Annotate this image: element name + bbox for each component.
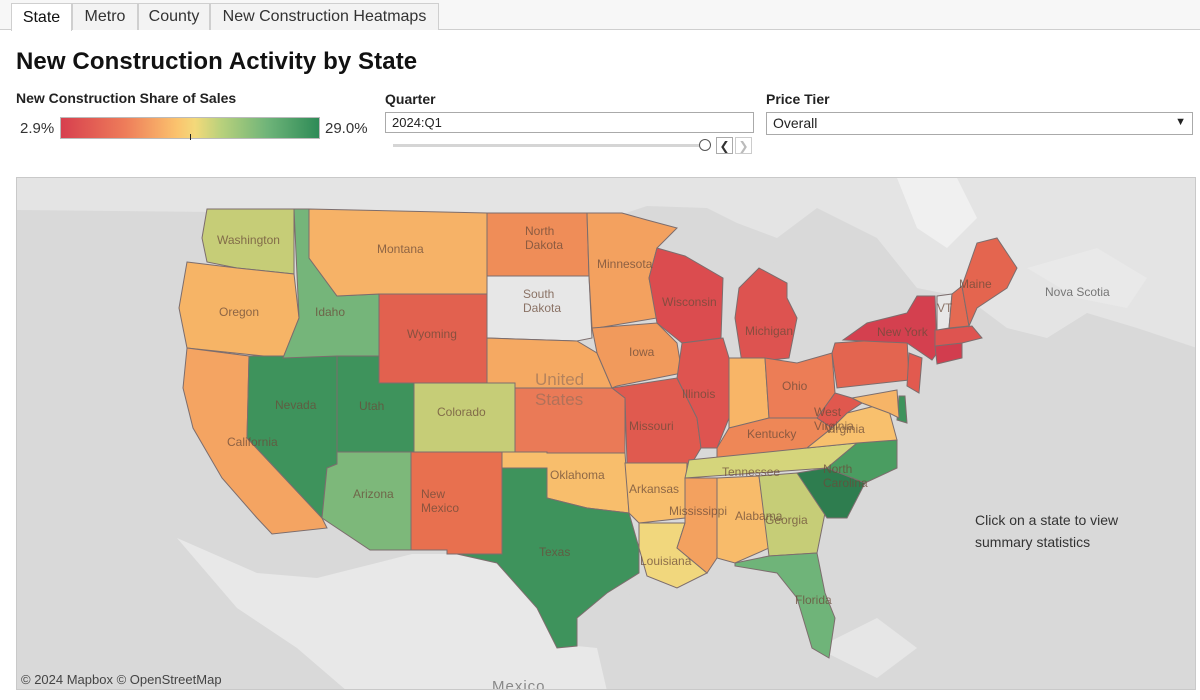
tab-county[interactable]: County <box>138 3 210 30</box>
chevron-right-icon: ❯ <box>738 138 749 153</box>
state-label-arizona: Arizona <box>353 487 394 501</box>
quarter-slider-track[interactable] <box>393 144 707 147</box>
tab-new-construction-heatmaps[interactable]: New Construction Heatmaps <box>210 3 439 30</box>
state-label-arkansas: Arkansas <box>629 482 679 496</box>
state-label-texas: Texas <box>539 545 570 559</box>
quarter-slider-thumb[interactable] <box>699 139 711 151</box>
state-label-north-carolina: North Carolina <box>823 462 868 490</box>
state-label-iowa: Iowa <box>629 345 655 359</box>
legend-min: 2.9% <box>20 120 55 137</box>
lake-superior <box>657 223 787 268</box>
click-instruction: Click on a state to view summary statist… <box>975 512 1119 550</box>
legend-max: 29.0% <box>325 120 368 137</box>
canada-water <box>897 178 977 248</box>
quarter-label: Quarter <box>385 91 436 107</box>
state-alabama[interactable] <box>716 475 770 564</box>
page-title: New Construction Activity by State <box>16 48 418 75</box>
state-label-michigan: Michigan <box>745 324 793 338</box>
state-labels: Washington Oregon California Nevada Idah… <box>217 224 992 607</box>
gulf-water <box>617 568 837 689</box>
maritime-land <box>1027 248 1147 308</box>
state-north-carolina[interactable] <box>826 439 898 484</box>
state-label-new-york: New York <box>877 325 929 339</box>
state-label-west-virginia: West Virginia <box>814 405 854 433</box>
state-georgia[interactable] <box>758 472 828 557</box>
state-florida[interactable] <box>734 552 836 659</box>
state-label-oklahoma: Oklahoma <box>550 468 605 482</box>
state-label-oregon: Oregon <box>219 305 259 319</box>
state-label-utah: Utah <box>359 399 384 413</box>
lake-michigan <box>721 268 739 358</box>
state-label-kentucky: Kentucky <box>747 427 796 441</box>
legend-marker <box>190 134 191 140</box>
price-tier-value: Overall <box>773 115 818 131</box>
states-layer <box>178 208 1018 659</box>
nova-scotia-label: Nova Scotia <box>1045 285 1110 299</box>
state-arizona[interactable] <box>321 451 412 551</box>
state-michigan[interactable] <box>734 267 798 364</box>
map-canvas: Washington Oregon California Nevada Idah… <box>17 178 1195 689</box>
state-label-north-dakota: North Dakota <box>525 224 563 252</box>
state-label-washington: Washington <box>217 233 280 247</box>
quarter-input[interactable]: 2024:Q1 <box>385 112 754 133</box>
caret-down-icon: ▼ <box>1175 116 1186 128</box>
tab-bar: State Metro County New Construction Heat… <box>0 0 1200 31</box>
state-south-dakota[interactable] <box>486 275 593 342</box>
state-label-nevada: Nevada <box>275 398 317 412</box>
canada-land <box>17 178 1195 348</box>
tab-state[interactable]: State <box>11 3 72 31</box>
state-label-idaho: Idaho <box>315 305 345 319</box>
price-tier-select[interactable]: Overall ▼ <box>766 112 1193 135</box>
state-label-wyoming: Wyoming <box>407 327 457 341</box>
state-label-wisconsin: Wisconsin <box>662 295 717 309</box>
state-label-illinois: Illinois <box>682 387 715 401</box>
state-south-carolina[interactable] <box>796 467 866 519</box>
state-maryland[interactable] <box>850 389 900 419</box>
legend-label: New Construction Share of Sales <box>16 90 237 106</box>
state-arkansas[interactable] <box>624 462 688 524</box>
state-label-maine: Maine <box>959 277 992 291</box>
state-label-minnesota: Minnesota <box>597 257 653 271</box>
state-label-montana: Montana <box>377 242 424 256</box>
price-tier-label: Price Tier <box>766 91 830 107</box>
state-label-tennessee: Tennessee <box>722 465 780 479</box>
state-label-florida: Florida <box>795 593 832 607</box>
state-label-ohio: Ohio <box>782 379 808 393</box>
us-label-line2: States <box>535 390 583 409</box>
state-label-south-dakota: South Dakota <box>523 287 561 315</box>
state-maine[interactable] <box>961 237 1018 328</box>
state-label-mississippi: Mississippi <box>669 504 727 518</box>
state-iowa[interactable] <box>591 322 683 389</box>
mexico-land <box>177 538 607 689</box>
chevron-left-icon: ❮ <box>719 138 730 153</box>
cuba-land <box>817 618 917 678</box>
mexico-label: Mexico <box>492 678 546 690</box>
state-label-virginia: Virginia <box>825 422 865 436</box>
state-map[interactable]: Washington Oregon California Nevada Idah… <box>16 177 1196 690</box>
map-attribution[interactable]: © 2024 Mapbox © OpenStreetMap <box>21 672 222 687</box>
quarter-next-button[interactable]: ❯ <box>735 137 752 154</box>
state-label-california: California <box>227 435 278 449</box>
state-label-vermont: VT <box>937 301 953 315</box>
state-indiana[interactable] <box>728 357 770 429</box>
state-new-jersey[interactable] <box>906 352 923 394</box>
state-pennsylvania[interactable] <box>831 337 910 389</box>
state-label-new-mexico: New Mexico <box>421 487 459 515</box>
quarter-prev-button[interactable]: ❮ <box>716 137 733 154</box>
state-texas[interactable] <box>447 467 640 649</box>
us-label-line1: United <box>535 370 584 389</box>
state-label-missouri: Missouri <box>629 419 674 433</box>
tab-metro[interactable]: Metro <box>72 3 138 30</box>
state-connecticut[interactable] <box>934 342 963 365</box>
state-new-york[interactable] <box>841 295 938 361</box>
state-kansas[interactable] <box>514 387 626 454</box>
state-label-alabama: Alabama <box>735 509 783 523</box>
state-label-colorado: Colorado <box>437 405 486 419</box>
state-label-georgia: Georgia <box>765 513 808 527</box>
state-label-louisiana: Louisiana <box>640 554 692 568</box>
